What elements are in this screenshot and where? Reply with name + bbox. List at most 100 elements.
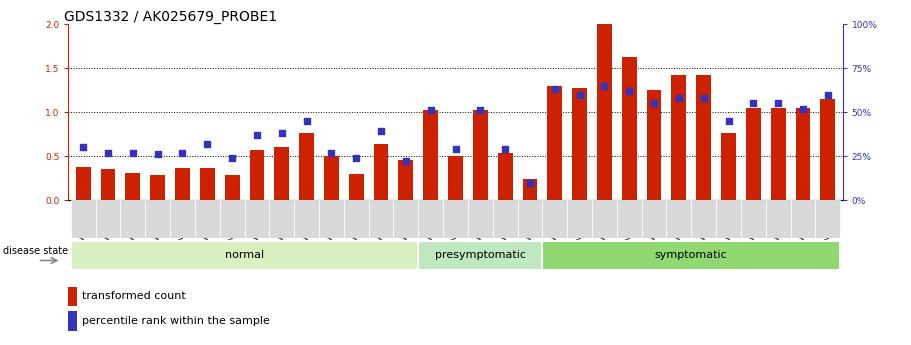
Bar <box>175 168 189 200</box>
Point <box>374 129 388 134</box>
Bar <box>548 86 562 200</box>
Point <box>821 92 835 97</box>
Bar <box>220 200 244 238</box>
Bar <box>572 88 587 200</box>
Point <box>76 145 90 150</box>
Text: disease state: disease state <box>3 246 67 256</box>
Bar <box>68 286 77 306</box>
Bar <box>568 200 592 238</box>
Text: presymptomatic: presymptomatic <box>435 250 526 260</box>
Bar <box>418 200 443 238</box>
Point <box>349 155 363 161</box>
Bar <box>76 167 91 200</box>
Point <box>324 150 339 155</box>
Point <box>274 130 289 136</box>
Point <box>200 141 215 147</box>
Bar <box>696 75 711 200</box>
Bar <box>324 156 339 200</box>
Bar <box>424 110 438 200</box>
Bar <box>647 90 661 200</box>
Text: GDS1332 / AK025679_PROBE1: GDS1332 / AK025679_PROBE1 <box>64 10 277 24</box>
Bar <box>195 200 220 238</box>
Bar <box>741 200 766 238</box>
Bar <box>250 150 264 200</box>
Bar <box>150 175 165 200</box>
Bar <box>795 108 811 200</box>
Bar <box>319 200 343 238</box>
Bar <box>473 110 487 200</box>
Point <box>647 101 661 106</box>
Bar <box>394 200 418 238</box>
Bar <box>274 147 289 200</box>
Point <box>597 83 611 89</box>
Bar <box>542 200 568 238</box>
Point <box>175 150 189 155</box>
Bar <box>369 200 394 238</box>
Bar <box>443 200 468 238</box>
Bar <box>349 174 363 200</box>
Bar <box>299 133 314 200</box>
Bar <box>815 200 840 238</box>
Point <box>300 118 314 124</box>
Bar <box>592 200 617 238</box>
Bar <box>96 200 120 238</box>
Bar <box>617 200 641 238</box>
Bar <box>145 200 170 238</box>
Point <box>250 132 264 138</box>
Bar <box>225 176 240 200</box>
Bar <box>126 173 140 200</box>
Bar <box>641 200 667 238</box>
Bar <box>820 99 835 200</box>
Point <box>548 87 562 92</box>
Bar <box>120 200 145 238</box>
Point <box>696 95 711 101</box>
Point <box>101 150 116 155</box>
Point <box>523 180 537 185</box>
Bar <box>100 169 116 200</box>
Point <box>746 101 761 106</box>
Bar <box>200 168 215 200</box>
Point <box>399 159 414 164</box>
Point <box>572 92 587 97</box>
Bar <box>722 133 736 200</box>
Bar <box>343 200 369 238</box>
Bar <box>244 200 270 238</box>
Bar <box>294 200 319 238</box>
Point <box>424 108 438 113</box>
Bar <box>493 200 517 238</box>
Point <box>126 150 140 155</box>
Bar <box>71 241 418 270</box>
Bar <box>448 156 463 200</box>
Bar <box>622 57 637 200</box>
Point <box>795 106 810 111</box>
Bar <box>771 108 785 200</box>
Bar <box>597 24 612 200</box>
Point <box>225 155 240 161</box>
Point <box>150 151 165 157</box>
Bar <box>791 200 815 238</box>
Text: normal: normal <box>225 250 264 260</box>
Bar <box>716 200 741 238</box>
Bar <box>671 75 686 200</box>
Point <box>448 146 463 152</box>
Bar <box>418 241 542 270</box>
Text: percentile rank within the sample: percentile rank within the sample <box>82 316 270 326</box>
Bar <box>691 200 716 238</box>
Bar <box>374 144 388 200</box>
Bar <box>398 160 414 200</box>
Bar <box>523 179 537 200</box>
Bar <box>766 200 791 238</box>
Bar <box>68 311 77 331</box>
Point <box>722 118 736 124</box>
Text: transformed count: transformed count <box>82 292 186 301</box>
Bar <box>170 200 195 238</box>
Bar <box>667 200 691 238</box>
Bar <box>270 200 294 238</box>
Bar <box>517 200 542 238</box>
Text: symptomatic: symptomatic <box>655 250 728 260</box>
Point <box>771 101 785 106</box>
Point <box>671 95 686 101</box>
Bar <box>71 200 96 238</box>
Point <box>473 108 487 113</box>
Point <box>622 88 637 94</box>
